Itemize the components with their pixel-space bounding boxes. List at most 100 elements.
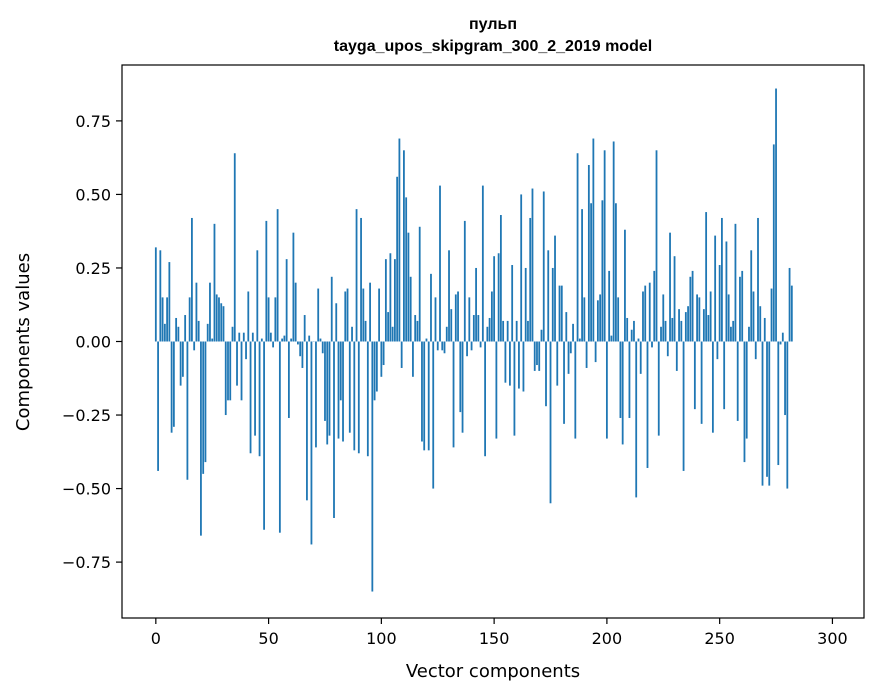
- bar-176: [551, 267, 554, 342]
- bar-184: [569, 341, 572, 354]
- bar-135: [459, 341, 462, 413]
- bar-32: [227, 341, 229, 401]
- bar-107: [396, 176, 399, 342]
- bar-214: [637, 338, 640, 342]
- x-tick-label-50: 50: [258, 629, 278, 648]
- bar-38: [240, 341, 243, 401]
- y-tick-label-4: 0.25: [75, 259, 111, 278]
- y-tick-label-1: −0.50: [62, 480, 111, 499]
- bar-204: [615, 203, 617, 342]
- bar-139: [468, 297, 471, 342]
- bar-210: [628, 341, 631, 418]
- bar-8: [172, 341, 175, 427]
- bar-235: [684, 312, 687, 342]
- bar-228: [669, 232, 671, 342]
- bar-247: [711, 341, 714, 433]
- bar-20: [200, 341, 202, 536]
- bar-77: [328, 341, 331, 436]
- bar-45: [256, 250, 259, 342]
- bar-182: [565, 312, 568, 342]
- bar-168: [533, 341, 536, 371]
- bar-219: [648, 282, 651, 342]
- bar-76: [326, 341, 329, 445]
- bar-207: [621, 341, 624, 445]
- bar-153: [499, 215, 502, 342]
- bar-34: [231, 326, 234, 342]
- bar-83: [342, 341, 344, 442]
- bar-245: [707, 315, 710, 342]
- bar-273: [770, 288, 773, 342]
- bar-278: [781, 332, 784, 342]
- bar-222: [655, 150, 658, 342]
- bar-17: [193, 341, 196, 351]
- bar-198: [601, 200, 604, 342]
- bar-5: [166, 297, 168, 342]
- bar-111: [405, 197, 408, 342]
- bar-262: [745, 341, 748, 439]
- bar-220: [651, 341, 653, 348]
- bar-175: [549, 341, 552, 504]
- bar-183: [567, 341, 570, 374]
- bar-144: [479, 341, 482, 348]
- bar-95: [369, 282, 371, 342]
- bar-200: [605, 341, 608, 439]
- bar-188: [578, 338, 581, 342]
- bar-87: [351, 326, 353, 342]
- bar-0: [154, 247, 157, 342]
- bar-112: [407, 232, 410, 342]
- bar-277: [779, 341, 782, 345]
- bar-154: [502, 320, 505, 342]
- bar-250: [718, 265, 721, 342]
- bar-28: [218, 297, 220, 342]
- bar-50: [267, 297, 270, 342]
- bar-166: [529, 217, 532, 342]
- bar-151: [495, 341, 498, 439]
- bar-193: [590, 203, 592, 342]
- bar-159: [513, 341, 516, 436]
- bar-201: [608, 270, 611, 342]
- bar-65: [301, 341, 304, 368]
- bar-236: [687, 306, 689, 342]
- bar-115: [414, 315, 417, 342]
- bar-93: [364, 320, 367, 342]
- bar-118: [421, 341, 423, 442]
- bar-120: [425, 338, 428, 342]
- bar-3: [161, 297, 164, 342]
- bar-63: [297, 341, 299, 345]
- bar-142: [475, 267, 477, 342]
- bar-164: [524, 267, 527, 342]
- bar-138: [466, 341, 468, 357]
- bar-132: [452, 341, 455, 448]
- bar-88: [353, 341, 356, 451]
- bar-4: [163, 323, 166, 342]
- bar-269: [761, 341, 764, 486]
- bar-202: [610, 335, 613, 342]
- bar-275: [775, 88, 777, 342]
- bar-171: [540, 329, 543, 342]
- bar-241: [698, 297, 701, 342]
- bar-11: [179, 341, 182, 386]
- bar-99: [378, 288, 380, 342]
- bar-43: [251, 332, 254, 342]
- bar-253: [725, 241, 728, 342]
- bar-114: [412, 341, 414, 377]
- bar-149: [490, 291, 493, 342]
- bar-137: [463, 220, 466, 342]
- x-tick-label-0: 0: [151, 629, 161, 648]
- bar-276: [777, 341, 780, 466]
- bar-195: [594, 341, 597, 363]
- bar-167: [531, 188, 534, 342]
- bar-58: [285, 259, 288, 342]
- bar-281: [788, 267, 791, 342]
- bar-221: [653, 270, 656, 342]
- bar-56: [281, 338, 284, 342]
- bar-122: [430, 273, 432, 342]
- bar-143: [477, 315, 480, 342]
- bar-209: [626, 317, 629, 342]
- y-axis: −0.75 −0.50 −0.25 0.00 0.25 0.50 0.75: [62, 112, 122, 572]
- bar-129: [445, 326, 448, 342]
- bar-192: [587, 165, 590, 342]
- bar-172: [542, 191, 545, 342]
- bar-230: [673, 256, 676, 342]
